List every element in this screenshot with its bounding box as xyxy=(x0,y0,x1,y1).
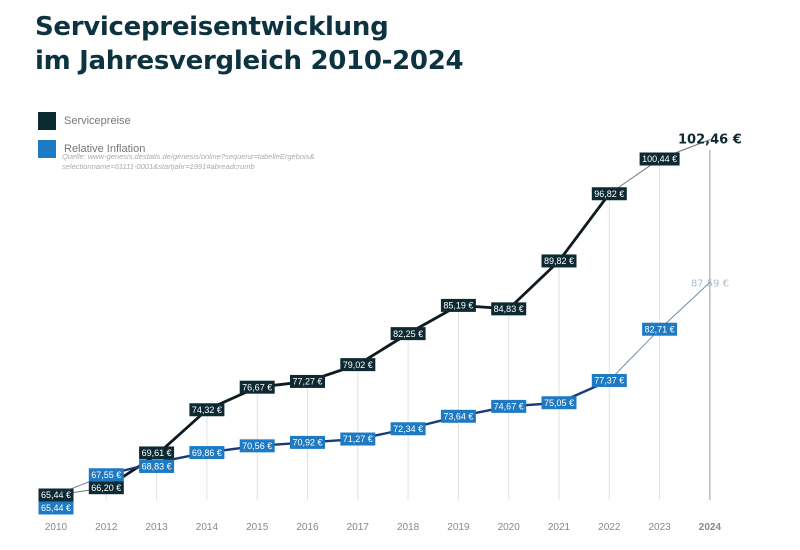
source-note: Quelle: www-genesis.destatis.de/genesis/… xyxy=(62,152,322,172)
data-label-box xyxy=(491,399,527,413)
data-label-box xyxy=(591,187,627,201)
data-label: 76,67 € xyxy=(242,382,272,392)
data-label-box xyxy=(340,358,376,372)
x-tick-label: 2024 xyxy=(699,522,722,533)
data-label: 89,82 € xyxy=(544,256,574,266)
chart-title: Servicepreisentwicklung im Jahresverglei… xyxy=(35,10,464,78)
data-label-box xyxy=(290,374,325,388)
data-label-box xyxy=(189,403,225,417)
data-label-box xyxy=(440,409,476,423)
data-label: 65,44 € xyxy=(41,503,71,513)
data-label: 66,20 € xyxy=(91,483,121,493)
data-label-box xyxy=(541,254,577,268)
x-tick-label: 2023 xyxy=(648,522,671,533)
data-label-box xyxy=(390,422,426,436)
data-label-box xyxy=(340,432,376,446)
data-label-box xyxy=(491,302,527,316)
data-label: 65,44 € xyxy=(41,490,71,500)
data-label: 73,64 € xyxy=(443,411,473,421)
data-label: 100,44 € xyxy=(642,154,677,164)
data-label-box xyxy=(88,468,124,482)
series-segment xyxy=(608,328,660,381)
data-label: 74,67 € xyxy=(494,402,524,412)
data-label-box xyxy=(642,322,678,336)
data-label-box xyxy=(239,380,275,394)
data-label-box xyxy=(139,459,175,473)
legend-swatch xyxy=(38,112,56,130)
data-label-final: 102,46 € xyxy=(678,133,742,148)
data-label: 84,83 € xyxy=(494,304,524,314)
data-label-box xyxy=(390,327,426,341)
series-segment xyxy=(659,281,711,330)
data-label: 75,05 € xyxy=(544,398,574,408)
data-label: 71,27 € xyxy=(343,434,373,444)
data-label: 82,25 € xyxy=(393,329,423,339)
x-tick-label: 2010 xyxy=(45,522,68,533)
data-label-final: 87,59 € xyxy=(691,278,729,289)
data-label: 70,56 € xyxy=(242,441,272,451)
data-label: 69,61 € xyxy=(142,448,172,458)
data-label-box xyxy=(541,396,577,410)
data-label: 70,92 € xyxy=(292,438,322,448)
x-tick-label: 2021 xyxy=(548,522,571,533)
data-label-box xyxy=(88,481,124,495)
legend-item-inflation: Relative Inflation xyxy=(38,138,145,160)
data-label: 74,32 € xyxy=(192,405,222,415)
x-tick-label: 2018 xyxy=(397,522,420,533)
data-label: 72,34 € xyxy=(393,424,423,434)
x-tick-label: 2012 xyxy=(95,522,118,533)
source-line-2: selectionname=61111-0001&startjahr=1991#… xyxy=(62,162,255,171)
title-line-2: im Jahresvergleich 2010-2024 xyxy=(35,46,464,76)
data-label-box xyxy=(639,152,680,166)
series-segment xyxy=(507,259,560,310)
data-label: 79,02 € xyxy=(343,360,373,370)
data-label-box xyxy=(440,298,476,312)
data-label: 67,55 € xyxy=(91,470,121,480)
legend-label: Servicepreise xyxy=(64,115,131,127)
data-label-box xyxy=(239,439,275,453)
x-tick-label: 2015 xyxy=(246,522,269,533)
legend-item-servicepreise: Servicepreise xyxy=(38,110,145,132)
data-label-box xyxy=(290,435,325,449)
data-label-box xyxy=(189,446,225,460)
x-tick-label: 2017 xyxy=(347,522,370,533)
x-tick-label: 2022 xyxy=(598,522,621,533)
data-label: 77,37 € xyxy=(594,376,624,386)
data-label: 77,27 € xyxy=(292,377,322,387)
data-label: 69,86 € xyxy=(192,448,222,458)
title-line-1: Servicepreisentwicklung xyxy=(35,12,389,42)
legend: Servicepreise Relative Inflation xyxy=(38,110,145,166)
x-tick-label: 2013 xyxy=(145,522,168,533)
source-line-1: Quelle: www-genesis.destatis.de/genesis/… xyxy=(62,152,315,161)
data-label-box xyxy=(591,373,627,387)
x-tick-label: 2019 xyxy=(447,522,470,533)
legend-swatch xyxy=(38,140,56,158)
data-label: 68,83 € xyxy=(142,462,172,472)
data-label: 85,19 € xyxy=(443,301,473,311)
x-tick-label: 2014 xyxy=(196,522,219,533)
data-label-box xyxy=(38,501,74,515)
data-label-box xyxy=(139,446,175,460)
legend-label: Relative Inflation xyxy=(64,143,146,155)
x-tick-label: 2020 xyxy=(498,522,521,533)
series-segment xyxy=(557,192,611,262)
x-tick-label: 2016 xyxy=(296,522,319,533)
data-label: 82,71 € xyxy=(645,324,675,334)
data-label: 96,82 € xyxy=(594,189,624,199)
